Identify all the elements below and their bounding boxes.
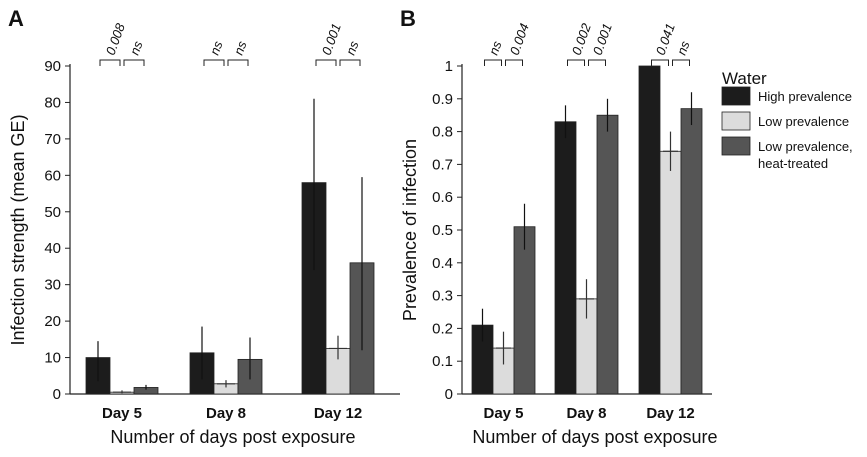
legend-label: Low prevalence	[758, 114, 849, 129]
bar-b	[659, 150, 682, 395]
p-value-label-b: 0.004	[507, 21, 532, 57]
bar-b	[680, 108, 703, 395]
x-tick-label-a: Day 12	[314, 405, 362, 422]
y-tick-label-a: 10	[44, 350, 61, 367]
p-value-label-a: ns	[343, 39, 362, 58]
legend-swatch	[721, 111, 751, 131]
significance-bracket-a	[123, 59, 145, 66]
x-tick-label-b: Day 12	[646, 405, 694, 422]
chart-b: 0 0.1 0.2 0.3 0.4 0.5 0.6 0.7 0.8 0.9 1 Prevalence …	[400, 21, 718, 447]
x-axis-label-b: Number of days post exposure	[472, 427, 717, 447]
x-tick-label-b: Day 8	[566, 405, 606, 422]
legend-label: heat-treated	[758, 156, 828, 171]
y-tick-label-a: 0	[53, 386, 61, 403]
significance-bracket-a	[339, 59, 361, 66]
p-value-label-b: ns	[486, 39, 505, 58]
x-tick-label-a: Day 5	[102, 405, 142, 422]
panel-label-a: A	[8, 6, 24, 31]
p-value-label-a: ns	[127, 39, 146, 58]
significance-bracket-a	[99, 59, 121, 66]
y-tick-label-b: 0.6	[432, 189, 453, 206]
p-value-label-a: 0.008	[103, 21, 128, 57]
y-tick-label-a: 50	[44, 204, 61, 221]
legend-swatch	[721, 136, 751, 156]
bar-b	[638, 65, 661, 395]
y-tick-label-b: 0.9	[432, 91, 453, 108]
y-axis-label-a: Infection strength (mean GE)	[8, 114, 28, 345]
p-value-label-a: ns	[207, 39, 226, 58]
significance-bracket-b	[567, 59, 585, 66]
y-tick-label-b: 0.1	[432, 353, 453, 370]
y-tick-label-b: 0.3	[432, 288, 453, 305]
significance-bracket-b	[651, 59, 669, 66]
y-tick-label-a: 70	[44, 131, 61, 148]
significance-bracket-b	[672, 59, 690, 66]
significance-bracket-b	[505, 59, 523, 66]
significance-bracket-b	[588, 59, 606, 66]
y-tick-label-a: 60	[44, 167, 61, 184]
p-value-label-b: ns	[674, 39, 693, 58]
legend-title: Water	[722, 69, 767, 88]
y-tick-label-a: 20	[44, 313, 61, 330]
y-tick-label-a: 80	[44, 94, 61, 111]
x-tick-label-a: Day 8	[206, 405, 246, 422]
bar-b	[554, 121, 577, 395]
x-axis-label-a: Number of days post exposure	[110, 427, 355, 447]
p-value-label-a: ns	[231, 39, 250, 58]
legend-label: Low prevalence,	[758, 139, 853, 154]
y-tick-label-b: 1	[445, 58, 453, 75]
y-tick-label-b: 0.8	[432, 124, 453, 141]
y-tick-label-b: 0.5	[432, 222, 453, 239]
significance-bracket-a	[227, 59, 249, 66]
legend-swatch	[721, 86, 751, 106]
bar-b	[513, 226, 536, 395]
chart-a: 0 10 20 30 40 50 60 70 80 90 Infection strength (m…	[8, 21, 400, 447]
significance-bracket-a	[203, 59, 225, 66]
y-tick-label-b: 0.2	[432, 320, 453, 337]
y-axis-label-b: Prevalence of infection	[400, 139, 420, 321]
significance-bracket-a	[315, 59, 337, 66]
significance-bracket-b	[484, 59, 502, 66]
y-tick-label-a: 90	[44, 58, 61, 75]
y-tick-label-b: 0.7	[432, 156, 453, 173]
legend-label: High prevalence	[758, 89, 852, 104]
y-tick-label-b: 0.4	[432, 255, 453, 272]
x-tick-label-b: Day 5	[483, 405, 523, 422]
y-tick-label-a: 40	[44, 240, 61, 257]
bar-b	[596, 114, 619, 395]
y-tick-label-b: 0	[445, 386, 453, 403]
y-tick-label-a: 30	[44, 277, 61, 294]
p-value-label-a: 0.001	[319, 21, 344, 57]
panel-label-b: B	[400, 6, 416, 31]
